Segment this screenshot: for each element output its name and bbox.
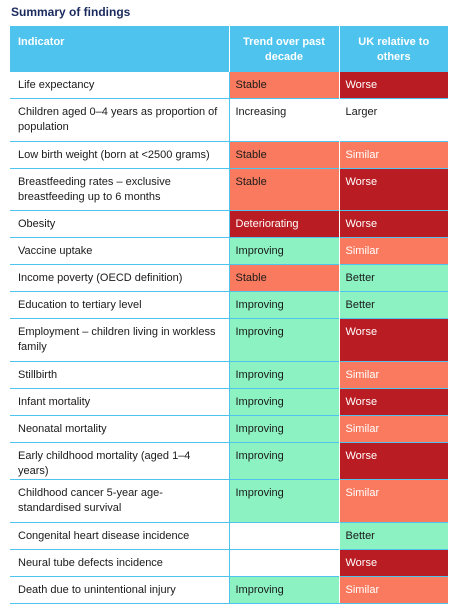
indicator-cell: Breastfeeding rates – exclusive breastfe… — [10, 168, 229, 211]
table-row: Congenital heart disease incidence Better — [10, 522, 448, 550]
trend-cell: Improving — [228, 318, 339, 362]
uk-relative-cell: Similar — [338, 576, 448, 604]
trend-cell: Improving — [228, 237, 339, 265]
trend-cell — [228, 549, 339, 577]
trend-cell: Improving — [228, 415, 339, 443]
indicator-cell: Income poverty (OECD definition) — [10, 264, 229, 292]
table-row: Children aged 0–4 years as proportion of… — [10, 98, 448, 142]
header-trend: Trend over past decade — [229, 26, 340, 72]
table-row: Obesity Deteriorating Worse — [10, 210, 448, 238]
table-row: Stillbirth Improving Similar — [10, 361, 448, 389]
trend-cell: Deteriorating — [228, 210, 339, 238]
header-indicator: Indicator — [10, 26, 230, 72]
indicator-cell: Stillbirth — [10, 361, 229, 389]
table-row: Low birth weight (born at <2500 grams) St… — [10, 141, 448, 169]
table-row: Breastfeeding rates – exclusive breastfe… — [10, 168, 448, 211]
trend-cell: Improving — [228, 361, 339, 389]
trend-cell: Increasing — [228, 98, 339, 142]
indicator-cell: Neonatal mortality — [10, 415, 229, 443]
uk-relative-cell: Worse — [338, 318, 448, 362]
uk-relative-cell: Larger — [338, 98, 448, 142]
indicator-cell: Early childhood mortality (aged 1–4 year… — [10, 442, 229, 480]
uk-relative-cell: Similar — [338, 479, 448, 523]
uk-relative-cell: Better — [338, 291, 448, 319]
indicator-cell: Life expectancy — [10, 71, 229, 99]
table-body: Life expectancy Stable Worse Children aged … — [10, 71, 448, 604]
table-row: Neural tube defects incidence Worse — [10, 549, 448, 577]
indicator-cell: Neural tube defects incidence — [10, 549, 229, 577]
trend-cell: Stable — [228, 71, 339, 99]
indicator-cell: Congenital heart disease incidence — [10, 522, 229, 550]
indicator-cell: Employment – children living in workless… — [10, 318, 229, 362]
trend-cell: Improving — [228, 576, 339, 604]
uk-relative-cell: Worse — [338, 388, 448, 416]
table-caption: Summary of findings — [11, 5, 131, 19]
table-row: Early childhood mortality (aged 1–4 year… — [10, 442, 448, 480]
trend-cell: Improving — [228, 291, 339, 319]
indicator-cell: Vaccine uptake — [10, 237, 229, 265]
table-row: Infant mortality Improving Worse — [10, 388, 448, 416]
header-uk-relative: UK relative to others — [339, 26, 448, 72]
table-row: Neonatal mortality Improving Similar — [10, 415, 448, 443]
trend-cell: Stable — [228, 264, 339, 292]
trend-cell — [228, 522, 339, 550]
uk-relative-cell: Worse — [338, 442, 448, 480]
trend-cell: Stable — [228, 141, 339, 169]
table-row: Vaccine uptake Improving Similar — [10, 237, 448, 265]
uk-relative-cell: Worse — [338, 71, 448, 99]
indicator-cell: Children aged 0–4 years as proportion of… — [10, 98, 229, 142]
indicator-cell: Obesity — [10, 210, 229, 238]
uk-relative-cell: Worse — [338, 210, 448, 238]
uk-relative-cell: Similar — [338, 361, 448, 389]
uk-relative-cell: Similar — [338, 237, 448, 265]
uk-relative-cell: Worse — [338, 549, 448, 577]
trend-cell: Improving — [228, 442, 339, 480]
table-row: Employment – children living in workless… — [10, 318, 448, 362]
indicator-cell: Death due to unintentional injury — [10, 576, 229, 604]
trend-cell: Improving — [228, 479, 339, 523]
table-row: Death due to unintentional injury Improvi… — [10, 576, 448, 604]
uk-relative-cell: Better — [338, 264, 448, 292]
indicator-cell: Childhood cancer 5-year age-standardised… — [10, 479, 229, 523]
table-row: Life expectancy Stable Worse — [10, 71, 448, 99]
uk-relative-cell: Better — [338, 522, 448, 550]
trend-cell: Stable — [228, 168, 339, 211]
table-row: Education to tertiary level Improving Bett… — [10, 291, 448, 319]
table-row: Income poverty (OECD definition) Stable Be… — [10, 264, 448, 292]
uk-relative-cell: Similar — [338, 141, 448, 169]
trend-cell: Improving — [228, 388, 339, 416]
indicator-cell: Education to tertiary level — [10, 291, 229, 319]
table-row: Childhood cancer 5-year age-standardised… — [10, 479, 448, 523]
findings-table: Indicator Trend over past decade UK rela… — [10, 26, 448, 604]
indicator-cell: Low birth weight (born at <2500 grams) — [10, 141, 229, 169]
header-row: Indicator Trend over past decade UK rela… — [10, 26, 448, 72]
indicator-cell: Infant mortality — [10, 388, 229, 416]
uk-relative-cell: Worse — [338, 168, 448, 211]
uk-relative-cell: Similar — [338, 415, 448, 443]
